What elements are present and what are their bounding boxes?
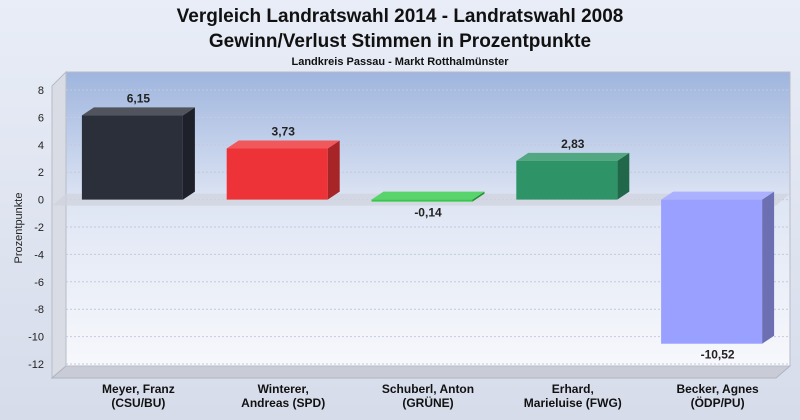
bar-top: [661, 191, 775, 200]
y-tick-label: -12: [28, 359, 44, 371]
plot-floor: [50, 365, 792, 379]
bar-side: [182, 107, 195, 200]
data-label: 2,83: [561, 137, 585, 151]
bar-side: [617, 152, 630, 200]
y-tick-label: 4: [38, 140, 44, 152]
x-tick-label: (GRÜNE): [402, 395, 453, 410]
x-tick-label: Meyer, Franz: [102, 382, 175, 396]
data-label: -0,14: [414, 206, 442, 220]
bar-top: [226, 140, 340, 149]
y-axis-ticks: 8 6 4 2 0 -2 -4 -6 -8 -10 -12: [28, 85, 44, 371]
bar-side: [472, 191, 485, 202]
y-tick-label: 2: [38, 167, 44, 179]
bar: [516, 152, 630, 200]
bar-front: [226, 148, 328, 200]
data-label: 6,15: [127, 91, 151, 105]
bar: [371, 191, 485, 202]
data-labels: 6,15 3,73 -0,14 2,83 -10,52: [127, 91, 735, 361]
y-axis-label: Prozentpunkte: [13, 193, 25, 264]
bar: [661, 191, 775, 344]
plot-side-wall: [51, 70, 67, 380]
bar-top: [516, 152, 630, 161]
bar-front: [81, 115, 183, 200]
x-tick-label: Schuberl, Anton: [382, 382, 474, 396]
x-tick-label: Becker, Agnes: [676, 382, 759, 396]
y-tick-label: -4: [34, 249, 44, 261]
bar-front: [371, 199, 473, 202]
x-tick-label: Erhard,: [552, 382, 594, 396]
chart-subtitle: Gewinn/Verlust Stimmen in Prozentpunkte: [209, 31, 591, 52]
x-tick-label: (CSU/BU): [111, 396, 165, 410]
bar-top: [81, 107, 195, 116]
bar: [226, 140, 340, 200]
chart-subtitle-2: Landkreis Passau - Markt Rotthalmünster: [291, 56, 509, 68]
y-tick-label: -2: [34, 222, 44, 234]
bar-side: [762, 191, 775, 344]
y-tick-label: -10: [28, 332, 44, 344]
x-tick-label: Winterer,: [258, 382, 309, 396]
bar-side: [327, 140, 340, 200]
y-tick-label: 8: [38, 85, 44, 97]
bar-top: [371, 191, 485, 200]
x-axis-labels: Meyer, Franz(CSU/BU) Winterer,Andreas (SP…: [102, 382, 759, 410]
data-label: 3,73: [272, 124, 296, 138]
data-label: -10,52: [701, 348, 735, 362]
y-tick-label: -8: [34, 304, 44, 316]
bar-front: [516, 160, 618, 200]
bar: [81, 107, 195, 200]
bar-front: [661, 199, 763, 344]
y-tick-label: -6: [34, 277, 44, 289]
x-tick-label: (ÖDP/PU): [691, 395, 745, 410]
x-tick-label: Marieluise (FWG): [524, 396, 622, 410]
x-tick-label: Andreas (SPD): [241, 396, 325, 410]
chart-title: Vergleich Landratswahl 2014 - Landratswa…: [177, 6, 624, 27]
y-tick-label: 0: [38, 195, 44, 207]
y-tick-label: 6: [38, 112, 44, 124]
bar-layer: [81, 107, 775, 344]
